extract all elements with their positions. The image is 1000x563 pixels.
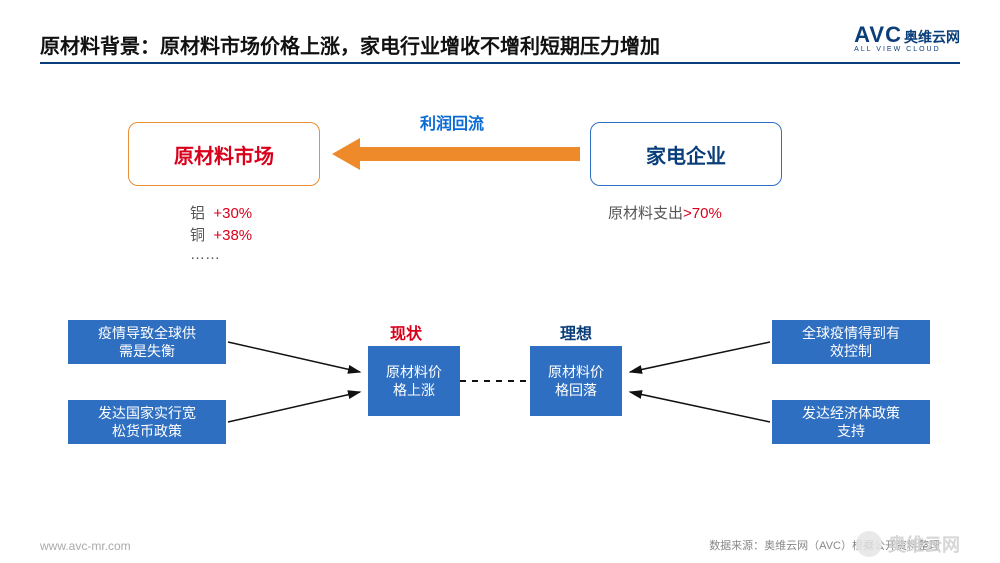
material-stat: 铝 +30% — [190, 202, 252, 223]
profit-backflow-label: 利润回流 — [420, 110, 484, 134]
price-fall-box: 原材料价格回落 — [530, 346, 622, 416]
diagram-svg — [0, 0, 1000, 563]
wechat-icon: ◌ — [856, 531, 882, 557]
cause-right-1: 发达经济体政策支持 — [772, 400, 930, 444]
title-rule — [40, 62, 960, 64]
footer-url: www.avc-mr.com — [40, 539, 131, 553]
appliance-enterprise-box: 家电企业 — [590, 122, 782, 186]
raw-materials-market-label: 原材料市场 — [174, 140, 274, 169]
appliance-enterprise-label: 家电企业 — [646, 140, 726, 169]
logo-en: ALL VIEW CLOUD — [854, 46, 960, 53]
page-title: 原材料背景：原材料市场价格上涨，家电行业增收不增利短期压力增加 — [40, 30, 960, 59]
cause-left-0: 疫情导致全球供需是失衡 — [68, 320, 226, 364]
right-expenditure-stat: 原材料支出>70% — [608, 202, 722, 223]
material-stat: 铜 +38% — [190, 224, 252, 245]
expenditure-value: >70% — [683, 205, 722, 222]
price-rise-box: 原材料价格上涨 — [368, 346, 460, 416]
material-stat: …… — [190, 246, 220, 263]
slide: 原材料背景：原材料市场价格上涨，家电行业增收不增利短期压力增加 AVC奥维云网 … — [0, 0, 1000, 563]
watermark: ◌ 奥维云网 — [856, 531, 960, 557]
logo-cn: 奥维云网 — [904, 27, 960, 47]
raw-materials-market-box: 原材料市场 — [128, 122, 320, 186]
current-state-label: 现状 — [390, 320, 422, 344]
logo-abbr: AVC — [854, 22, 902, 48]
cause-right-0: 全球疫情得到有效控制 — [772, 320, 930, 364]
watermark-text: 奥维云网 — [888, 531, 960, 557]
expenditure-prefix: 原材料支出 — [608, 205, 683, 222]
brand-logo: AVC奥维云网 ALL VIEW CLOUD — [854, 22, 960, 53]
cause-left-1: 发达国家实行宽松货币政策 — [68, 400, 226, 444]
title-bar: 原材料背景：原材料市场价格上涨，家电行业增收不增利短期压力增加 — [40, 30, 960, 59]
ideal-state-label: 理想 — [560, 320, 592, 344]
